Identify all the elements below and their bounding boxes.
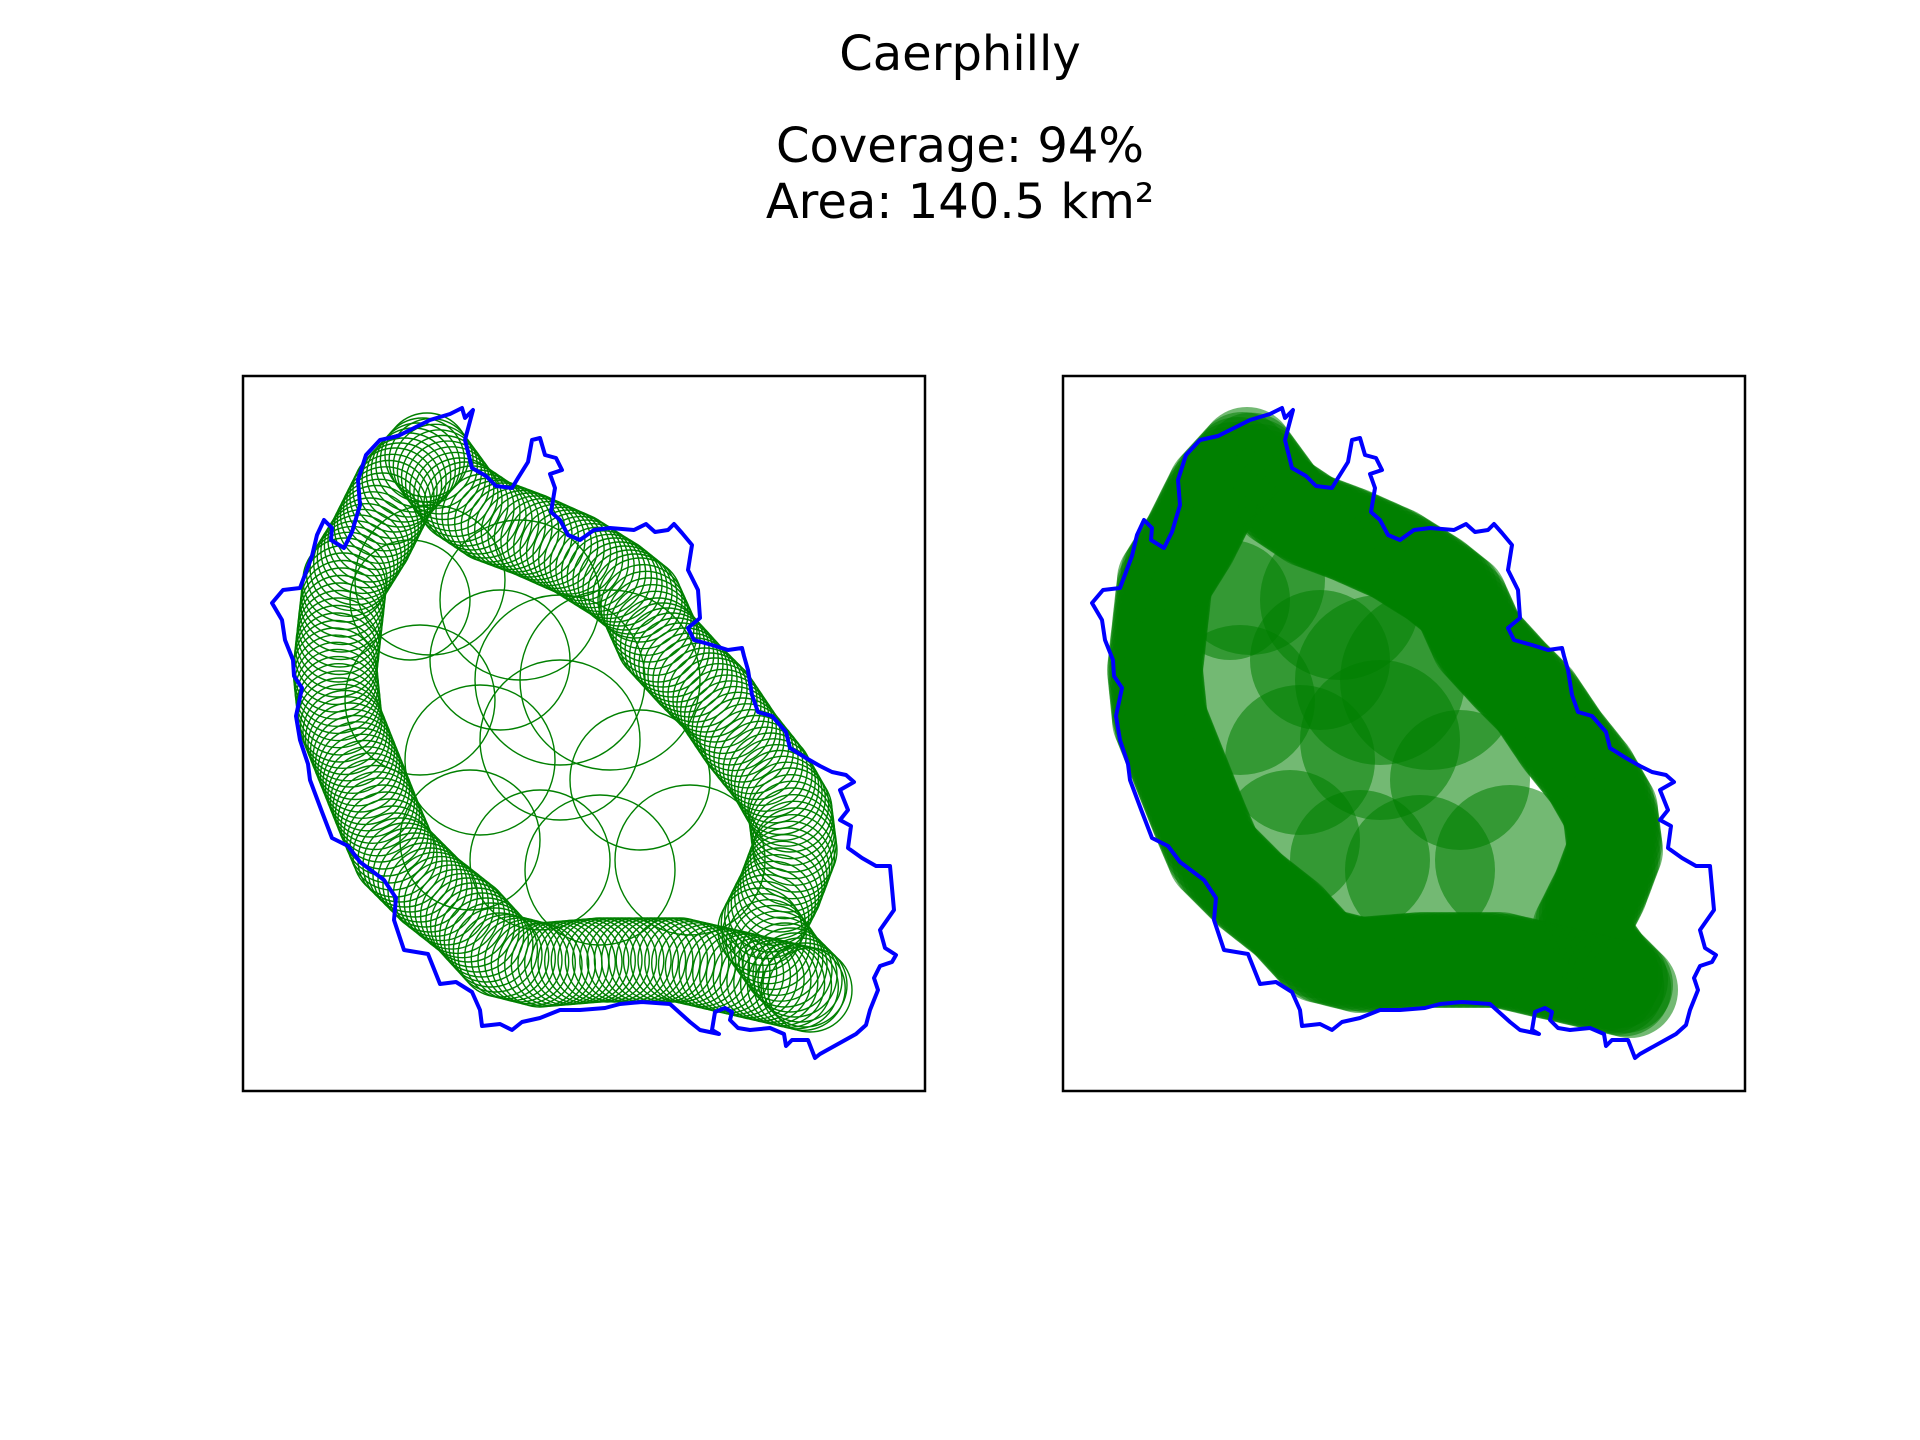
coverage-circle bbox=[609, 584, 695, 670]
coverage-circle bbox=[592, 553, 678, 639]
coverage-circle bbox=[633, 617, 719, 703]
coverage-circle bbox=[314, 721, 401, 807]
coverage-circle bbox=[464, 914, 550, 1000]
coverage-circle bbox=[742, 834, 828, 920]
coverage-label: Coverage: 94% bbox=[775, 118, 1145, 174]
coverage-circle bbox=[662, 647, 748, 733]
coverage-circle bbox=[379, 417, 466, 503]
coverage-circle bbox=[312, 714, 398, 801]
coverage-circle bbox=[727, 867, 813, 953]
coverage-circle bbox=[730, 738, 816, 824]
coverage-circle bbox=[404, 440, 491, 526]
coverage-circle bbox=[333, 484, 419, 571]
coverage-circle bbox=[624, 607, 710, 693]
coverage-circle bbox=[344, 624, 496, 776]
coverage-circle bbox=[322, 739, 408, 826]
coverage-circle bbox=[302, 689, 388, 776]
coverage-circle bbox=[718, 720, 804, 806]
coverage-circle bbox=[419, 873, 506, 959]
coverage-circle bbox=[319, 733, 406, 819]
coverage-circle bbox=[724, 874, 810, 960]
coverage-circle bbox=[320, 508, 406, 595]
coverage-circle bbox=[566, 533, 652, 620]
caerphilly-boundary-right bbox=[1090, 406, 1718, 1060]
coverage-circle bbox=[644, 918, 730, 1005]
coverage-circle bbox=[524, 794, 676, 946]
coverage-circle bbox=[629, 612, 715, 698]
coverage-circle bbox=[747, 927, 833, 1013]
coverage-circle-filled bbox=[1250, 590, 1390, 730]
coverage-circle bbox=[429, 589, 571, 731]
left-map-panel bbox=[241, 374, 927, 1093]
coverage-circle bbox=[343, 791, 429, 877]
coverage-circle bbox=[429, 882, 516, 968]
coverage-circle bbox=[614, 784, 766, 936]
coverage-circle bbox=[597, 557, 683, 643]
coverage-circle bbox=[479, 659, 641, 821]
coverage-circle bbox=[713, 714, 799, 801]
coverage-circle bbox=[327, 752, 413, 838]
coverage-circle bbox=[555, 526, 641, 612]
coverage-circle-filled bbox=[1194, 412, 1291, 508]
figure-title: Caerphilly bbox=[839, 26, 1081, 82]
coverage-circle bbox=[399, 769, 541, 911]
coverage-circle bbox=[600, 564, 686, 650]
coverage-circle bbox=[439, 892, 525, 978]
coverage-circle bbox=[525, 509, 612, 595]
coverage-circle bbox=[337, 777, 423, 863]
coverage-circle bbox=[342, 466, 429, 552]
coverage-circle-filled bbox=[1345, 795, 1495, 945]
coverage-circle bbox=[346, 798, 432, 884]
coverage-circle bbox=[457, 912, 543, 998]
coverage-circle bbox=[334, 771, 421, 857]
coverage-circle bbox=[299, 683, 386, 769]
coverage-circle bbox=[327, 497, 413, 583]
coverage-circle bbox=[452, 907, 539, 993]
coverage-circle bbox=[587, 549, 673, 635]
coverage-circle bbox=[672, 657, 758, 743]
coverage-circle bbox=[323, 503, 410, 589]
coverage-circle bbox=[532, 512, 618, 598]
coverage-circle bbox=[423, 461, 509, 547]
coverage-circle bbox=[513, 503, 599, 590]
area-label: Area: 140.5 km² bbox=[765, 174, 1155, 230]
coverage-circles-filled bbox=[1107, 407, 1678, 1038]
coverage-circle bbox=[762, 942, 848, 1028]
coverage-circle bbox=[324, 746, 411, 832]
coverage-circle bbox=[398, 855, 484, 942]
coverage-circle bbox=[307, 702, 393, 788]
coverage-circle bbox=[413, 451, 499, 538]
right-map-panel bbox=[1061, 374, 1747, 1093]
coverage-circle bbox=[317, 727, 403, 813]
coverage-circle bbox=[329, 758, 416, 844]
coverage-circle bbox=[404, 684, 556, 836]
coverage-circle bbox=[577, 541, 663, 627]
coverage-circle bbox=[366, 432, 452, 518]
coverage-circle bbox=[425, 877, 511, 963]
coverage-circle bbox=[332, 764, 418, 851]
coverage-circle bbox=[730, 860, 816, 946]
coverage-circle bbox=[375, 422, 461, 508]
coverage-circle bbox=[349, 453, 435, 539]
coverage-circle bbox=[722, 726, 808, 812]
coverage-circle bbox=[651, 920, 737, 1006]
coverage-circle bbox=[352, 447, 438, 533]
coverage-circle bbox=[377, 837, 463, 923]
coverage-circle bbox=[361, 437, 447, 523]
caerphilly-boundary-left bbox=[270, 406, 898, 1060]
coverage-circle bbox=[382, 842, 468, 928]
coverage-circle bbox=[340, 784, 426, 870]
coverage-circle bbox=[346, 459, 432, 546]
coverage-circle bbox=[519, 589, 701, 771]
coverage-circle bbox=[309, 708, 396, 794]
